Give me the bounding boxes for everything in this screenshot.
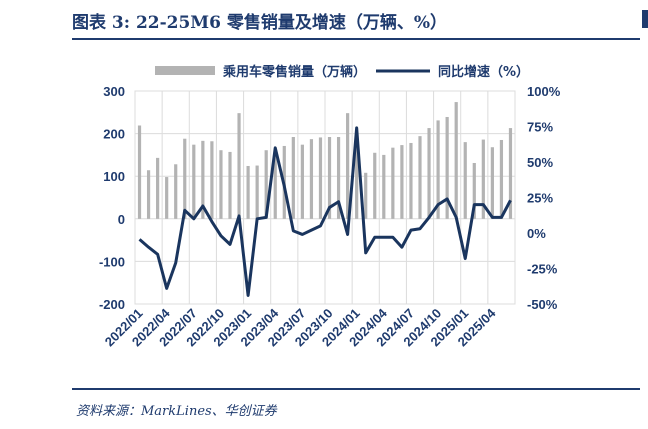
bar — [156, 157, 160, 219]
bar — [300, 144, 304, 219]
bar — [146, 170, 151, 219]
bar — [327, 137, 332, 219]
right-tick-label: 75% — [527, 120, 553, 135]
bar — [499, 139, 504, 219]
bar — [355, 133, 359, 219]
bar — [364, 172, 368, 219]
bar — [463, 142, 467, 219]
bar — [391, 147, 395, 219]
bar — [228, 151, 232, 219]
bar — [400, 145, 404, 219]
left-tick-label: -200 — [99, 297, 125, 312]
bar — [346, 113, 350, 219]
bar — [201, 140, 205, 219]
legend-bar-swatch — [155, 66, 215, 75]
right-tick-label: 25% — [527, 191, 553, 206]
bar — [445, 116, 449, 219]
bar — [210, 141, 214, 219]
growth-line — [138, 126, 512, 297]
plot-border — [134, 90, 516, 305]
bar — [255, 165, 259, 219]
figure-title: 图表 3: 22-25M6 零售销量及增速（万辆、%） — [72, 13, 448, 33]
left-tick-label: 300 — [103, 84, 125, 99]
left-tick-label: -100 — [99, 254, 125, 269]
title-rule — [72, 38, 640, 40]
right-tick-label: 0% — [527, 226, 546, 241]
bar — [174, 164, 178, 219]
right-tick-label: 100% — [527, 84, 561, 99]
bar — [336, 137, 341, 219]
legend-bar-label: 乘用车零售销量（万辆） — [222, 64, 366, 80]
source-note: 资料来源：MarkLines、华创证券 — [76, 404, 277, 419]
bar — [481, 139, 485, 219]
right-tick-label: -50% — [527, 297, 558, 312]
bar — [418, 136, 422, 219]
bar — [309, 139, 314, 219]
left-tick-label: 100 — [103, 169, 125, 184]
bar — [183, 138, 187, 219]
footer-rule — [72, 388, 640, 390]
page-edge-mark — [642, 10, 648, 28]
bar — [436, 120, 440, 219]
right-tick-label: -25% — [527, 262, 558, 277]
bar — [382, 154, 386, 219]
bar — [427, 128, 431, 219]
bar — [508, 128, 513, 219]
bar — [137, 125, 142, 219]
bar — [490, 147, 494, 219]
left-tick-label: 0 — [118, 212, 125, 227]
bar — [472, 162, 476, 219]
bar — [246, 165, 250, 219]
right-tick-label: 50% — [527, 155, 553, 170]
bar — [219, 150, 223, 219]
bar — [291, 137, 295, 219]
bar — [318, 137, 323, 219]
bar — [165, 177, 169, 219]
bar — [264, 150, 268, 219]
bar — [454, 102, 458, 219]
bar — [373, 152, 377, 219]
left-tick-label: 200 — [103, 127, 125, 142]
bar — [192, 144, 196, 219]
bar — [237, 113, 241, 219]
legend-line-label: 同比增速（%） — [438, 64, 529, 80]
bar — [409, 142, 413, 219]
bar — [273, 150, 277, 219]
